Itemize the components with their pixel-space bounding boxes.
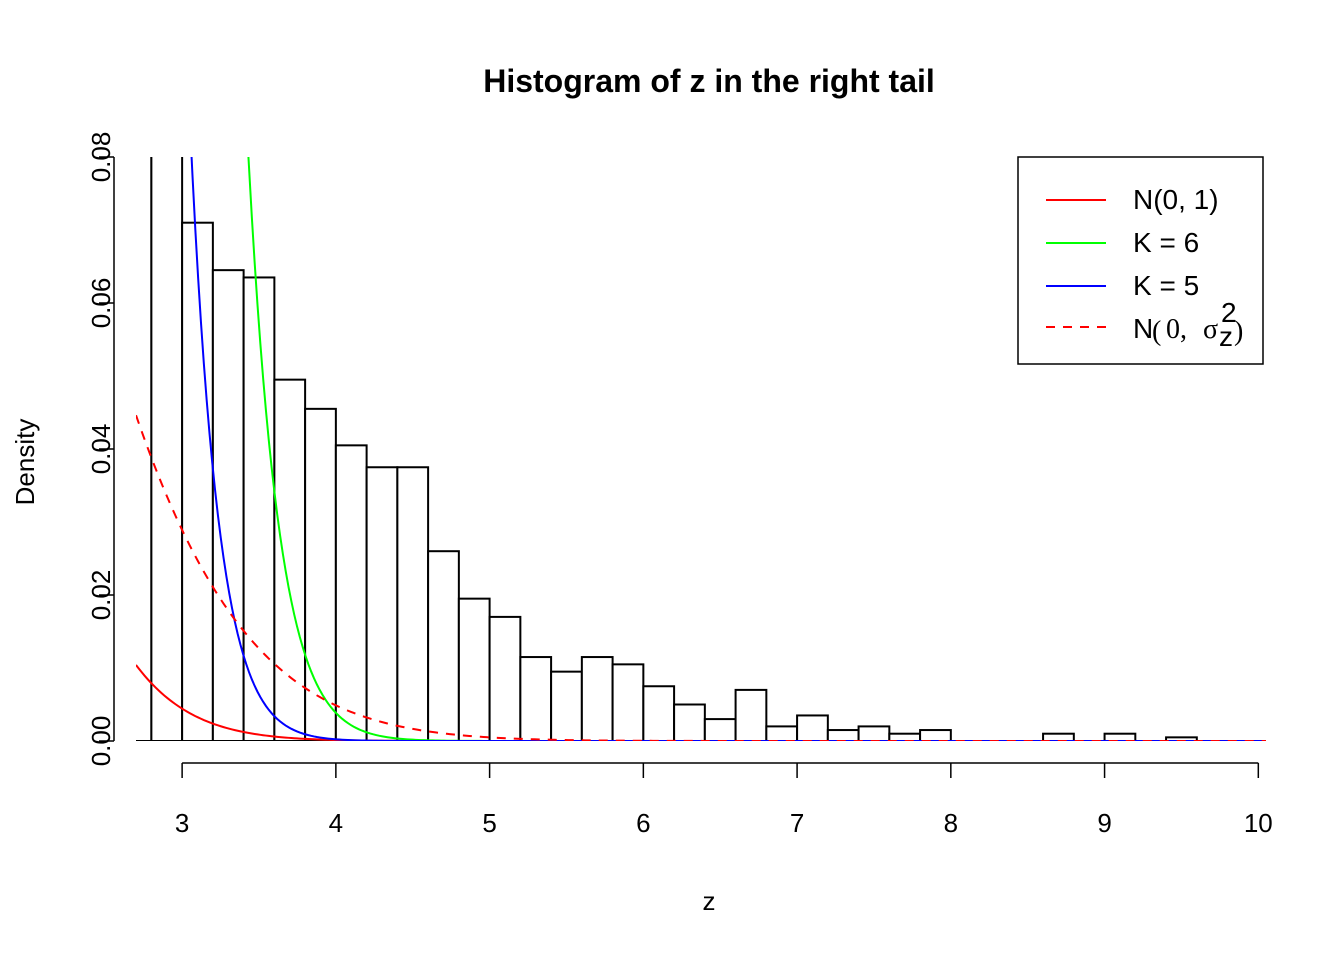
histogram-bar	[150, 157, 184, 741]
histogram-bar	[519, 656, 553, 741]
histogram-bar	[703, 718, 737, 741]
histogram-bar	[365, 466, 399, 741]
histogram-bar	[1103, 732, 1137, 741]
legend-sigma-close-paren: )	[1234, 316, 1243, 347]
x-tick-label: 10	[1244, 808, 1273, 838]
legend-sigma-open-paren: (	[1152, 316, 1161, 347]
x-tick-label: 3	[175, 808, 189, 838]
x-tick-label: 4	[329, 808, 343, 838]
histogram-bar	[642, 685, 676, 741]
histogram-bar	[273, 378, 307, 741]
legend-sigma-superscript: 2	[1221, 297, 1237, 328]
histogram-bar	[919, 729, 952, 741]
histogram-bar	[181, 221, 214, 741]
legend-sigma-n: N	[1133, 313, 1153, 344]
y-tick-label: 0.00	[86, 716, 116, 767]
density-curve	[190, 157, 1266, 741]
y-tick-label: 0.04	[86, 424, 116, 475]
histogram-bar	[796, 714, 829, 741]
histogram-bar	[304, 407, 337, 741]
legend-label-k5: K = 5	[1133, 270, 1199, 301]
legend: N(0, 1) K = 6 K = 5 N ( 0, σ 2 z )	[1017, 156, 1264, 365]
histogram-bar	[765, 725, 799, 741]
legend-label-normal: N(0, 1)	[1133, 184, 1219, 215]
histogram-bar	[611, 663, 645, 741]
histogram-bar	[673, 703, 706, 741]
y-tick-label: 0.06	[86, 278, 116, 329]
x-axis-label: z	[703, 886, 716, 916]
histogram-bar	[396, 466, 430, 741]
histogram-bar	[488, 615, 522, 741]
x-tick-label: 5	[482, 808, 496, 838]
legend-sigma-zero: 0,	[1166, 314, 1187, 345]
y-tick-label: 0.02	[86, 570, 116, 621]
histogram-bar	[857, 725, 891, 741]
histogram-bar	[457, 597, 491, 741]
histogram-bar	[136, 157, 153, 741]
histogram-bar	[734, 688, 768, 741]
y-axis-label: Density	[10, 419, 40, 506]
histogram-bar	[580, 656, 614, 741]
histogram-bar	[334, 444, 368, 741]
legend-sigma-subscript: z	[1219, 321, 1233, 352]
histogram-bar	[427, 550, 460, 741]
legend-box	[1017, 156, 1264, 365]
histogram-bar	[550, 670, 583, 741]
legend-label-normal-sigma: N ( 0, σ 2 z )	[1133, 297, 1243, 352]
y-tick-label: 0.08	[86, 132, 116, 183]
x-tick-label: 7	[790, 808, 804, 838]
legend-label-k6: K = 6	[1133, 227, 1199, 258]
histogram-bar	[1042, 732, 1075, 741]
density-curve	[247, 157, 1266, 741]
y-axis: 0.00 0.02 0.04 0.06 0.08	[86, 132, 116, 767]
chart-title: Histogram of z in the right tail	[483, 63, 935, 99]
density-curve	[136, 414, 1266, 741]
x-tick-label: 8	[944, 808, 958, 838]
histogram-bars	[136, 157, 1198, 741]
histogram-bar	[888, 732, 922, 741]
density-curve	[136, 664, 1266, 741]
histogram-bar	[826, 729, 860, 741]
density-curves	[136, 157, 1266, 741]
x-tick-label: 9	[1097, 808, 1111, 838]
x-axis: 3 4 5 6 7 8 9 10	[175, 762, 1273, 838]
legend-sigma-symbol: σ	[1203, 314, 1218, 345]
x-tick-label: 6	[636, 808, 650, 838]
